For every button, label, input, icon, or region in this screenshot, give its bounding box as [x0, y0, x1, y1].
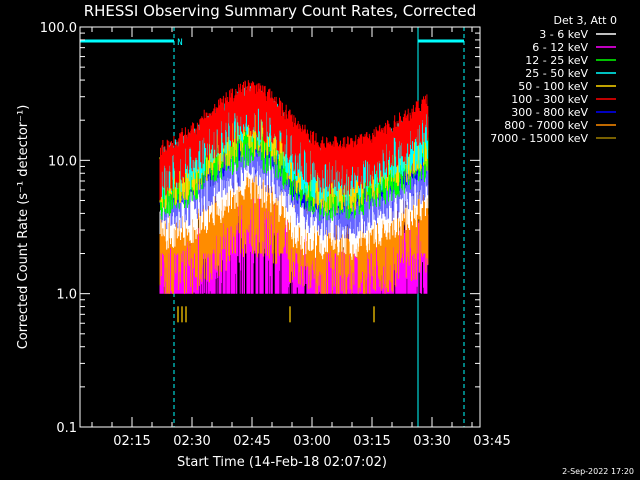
legend-entry-label: 3 - 6 keV	[539, 28, 588, 41]
legend-entry-label: 300 - 800 keV	[511, 106, 588, 119]
x-tick-label: 03:30	[413, 434, 450, 449]
legend-entry-label: 50 - 100 keV	[518, 80, 588, 93]
legend-title: Det 3, Att 0	[554, 14, 618, 27]
x-tick-label: 02:45	[233, 434, 270, 449]
y-tick-label: 100.0	[40, 21, 77, 36]
timestamp: 2-Sep-2022 17:20	[562, 467, 634, 476]
legend-entry-label: 7000 - 15000 keV	[490, 132, 588, 145]
x-tick-label: 02:30	[173, 434, 210, 449]
legend-entry-label: 100 - 300 keV	[511, 93, 588, 106]
legend-entry-label: 6 - 12 keV	[532, 41, 588, 54]
y-tick-label: 1.0	[56, 288, 77, 303]
x-tick-label: 02:15	[113, 434, 150, 449]
y-axis-label: Corrected Count Rate (s⁻¹ detector⁻¹)	[16, 105, 31, 350]
y-tick-label: 0.1	[56, 421, 77, 436]
legend-entry-label: 800 - 7000 keV	[504, 119, 588, 132]
x-tick-label: 03:45	[473, 434, 510, 449]
annotation-label: N	[177, 38, 182, 48]
y-tick-label: 10.0	[48, 154, 77, 169]
plot-frame	[79, 26, 481, 428]
x-axis-label: Start Time (14-Feb-18 02:07:02)	[177, 455, 387, 470]
series-trace-100-300keV	[159, 80, 429, 201]
chart-title: RHESSI Observing Summary Count Rates, Co…	[84, 2, 477, 20]
x-tick-label: 03:15	[353, 434, 390, 449]
legend-entry-label: 12 - 25 keV	[525, 54, 588, 67]
x-tick-label: 03:00	[293, 434, 330, 449]
legend-entry-label: 25 - 50 keV	[525, 67, 588, 80]
